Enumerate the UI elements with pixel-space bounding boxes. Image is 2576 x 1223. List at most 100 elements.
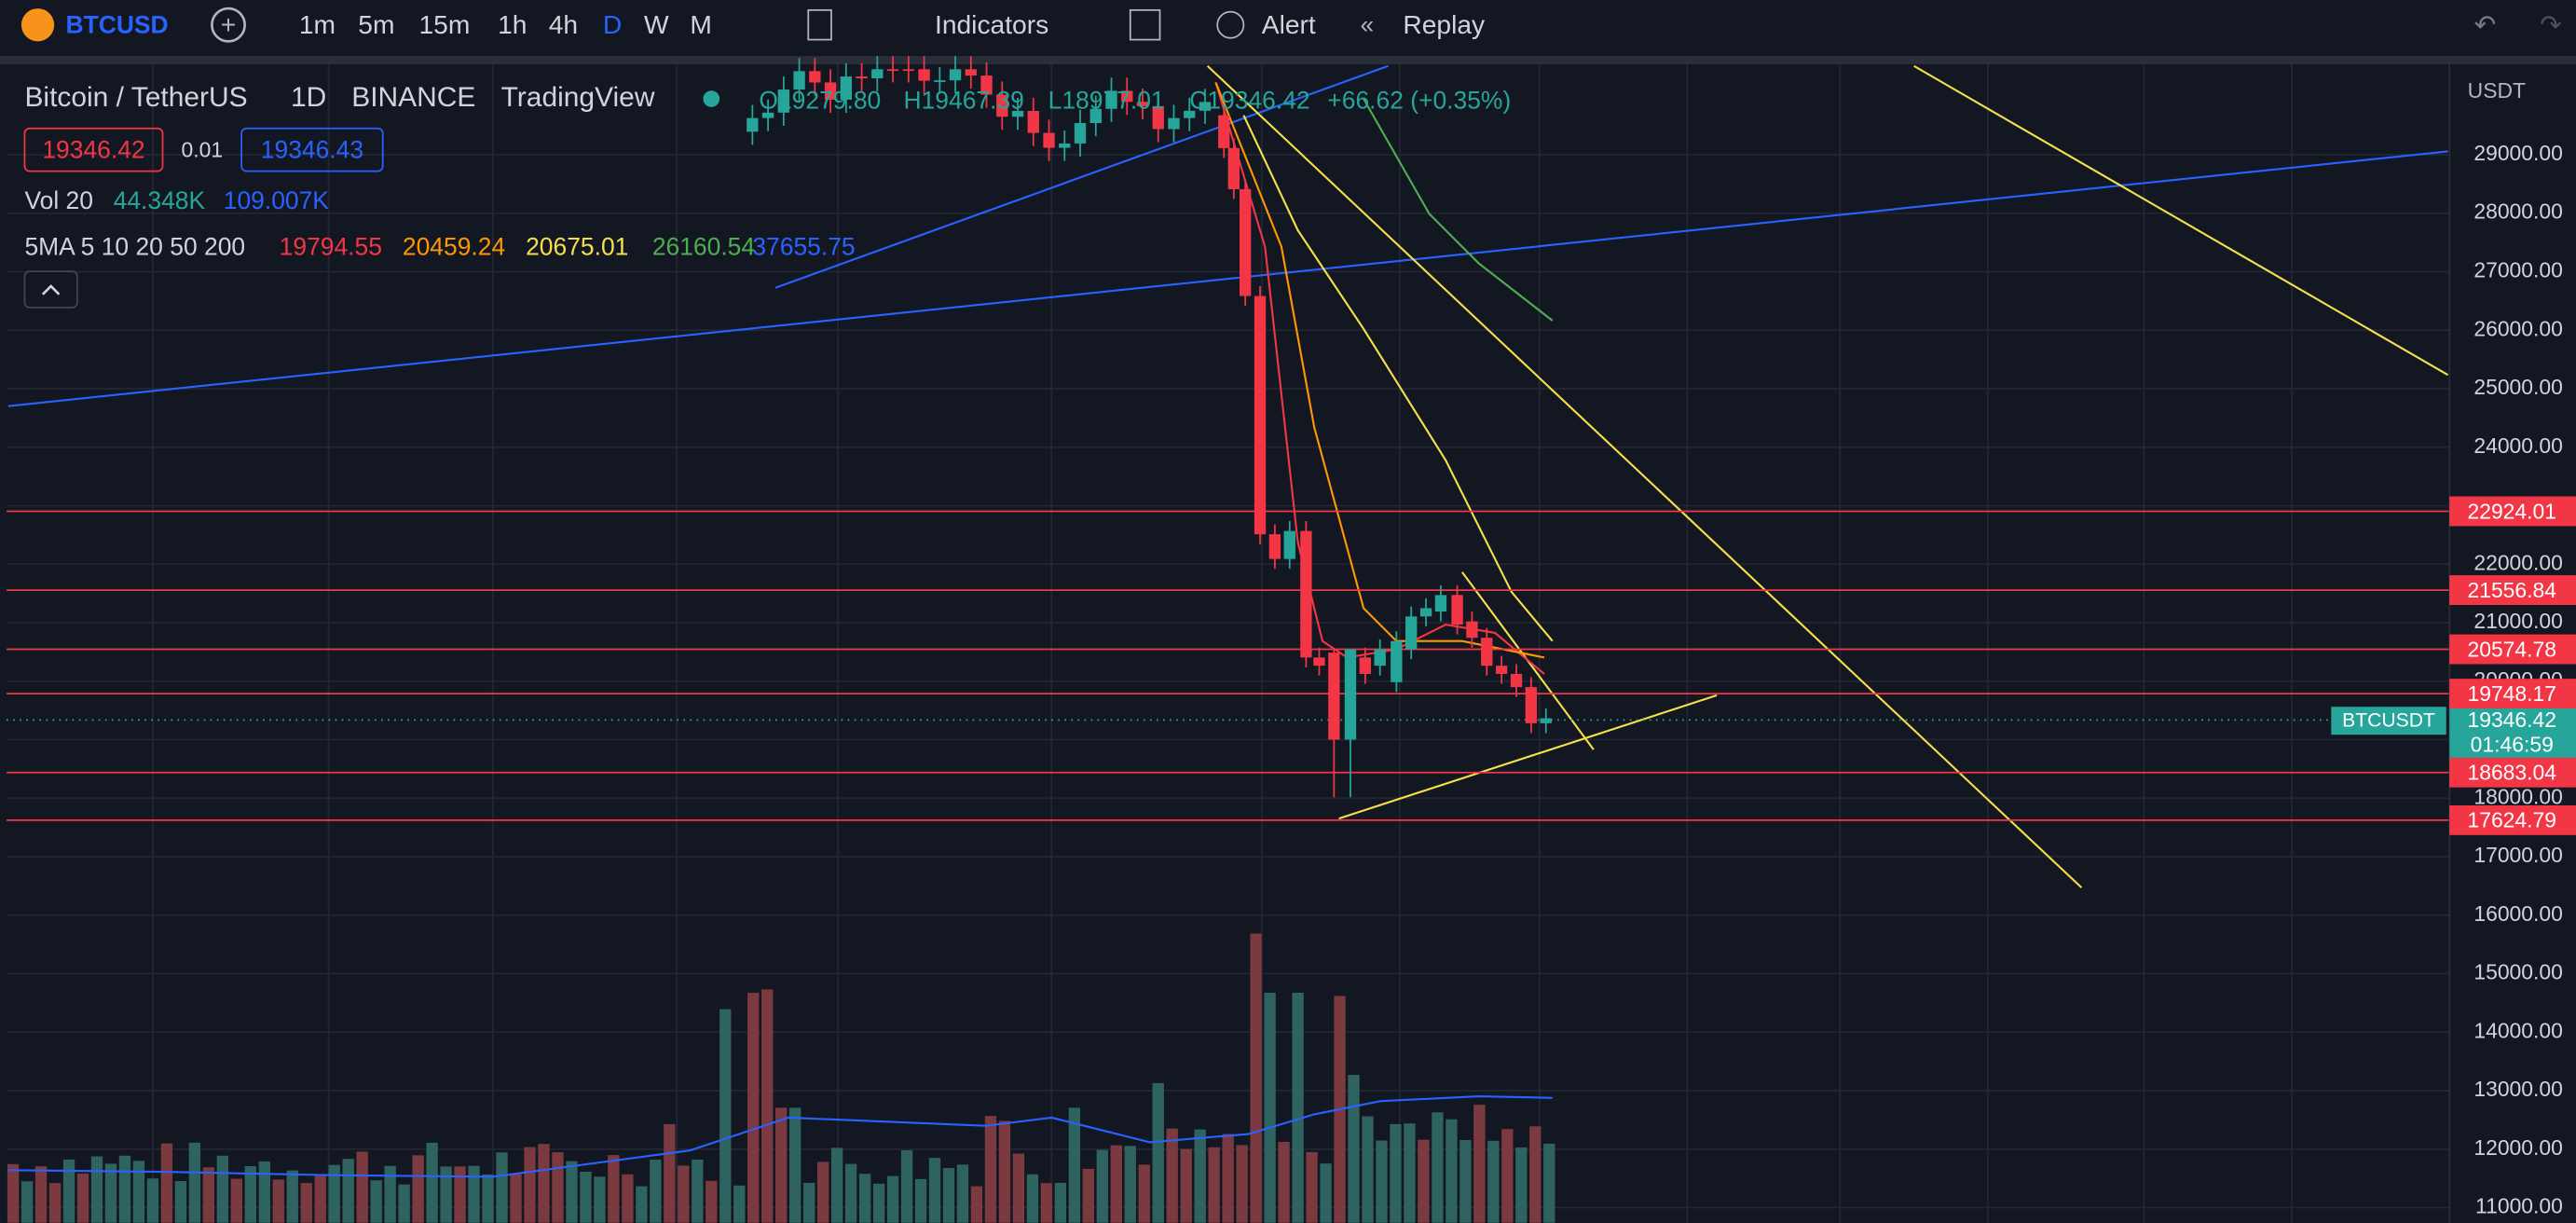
candle — [1405, 606, 1418, 660]
interval[interactable]: M — [690, 9, 711, 39]
volume-bar — [928, 1158, 941, 1223]
interval[interactable]: W — [644, 9, 669, 39]
interval[interactable]: 5m — [358, 9, 394, 39]
price-tick: 13000.00 — [2473, 1077, 2563, 1101]
candle-body — [1011, 110, 1024, 117]
volume-bar — [1208, 1147, 1220, 1223]
replay-icon: « — [1361, 10, 1375, 38]
trend-line — [1913, 64, 2449, 377]
candle — [1268, 524, 1281, 570]
candle-body — [1391, 640, 1403, 682]
candle — [856, 62, 868, 92]
volume-ma — [7, 1094, 1553, 1178]
candle-body — [1405, 616, 1418, 650]
ma-value: 19794.55 — [280, 232, 382, 260]
buy[interactable]: 19346.43 — [261, 135, 363, 163]
volume-bar — [816, 1161, 829, 1223]
symbol[interactable]: BTCUSD — [66, 10, 169, 38]
volume-bar — [1152, 1082, 1164, 1223]
volume-bar — [1348, 1075, 1360, 1223]
volume-bar — [314, 1175, 326, 1223]
symbol-icon — [21, 8, 55, 42]
candle-body — [1043, 132, 1055, 148]
interval[interactable]: 4h — [549, 9, 578, 39]
currency[interactable]: USDT — [2468, 78, 2526, 103]
volume-bar — [370, 1180, 382, 1223]
candle-body — [1168, 117, 1180, 130]
volume-bar — [538, 1144, 550, 1223]
price-tick: 24000.00 — [2473, 433, 2563, 458]
volume-bar — [496, 1152, 508, 1223]
redo[interactable]: ↷ — [2540, 9, 2562, 39]
sell[interactable]: 19346.42 — [42, 135, 144, 163]
volume-bar — [872, 1183, 885, 1223]
ohlc: +66.62 (+0.35%) — [1327, 87, 1511, 115]
candle — [1359, 647, 1372, 684]
undo[interactable]: ↶ — [2474, 9, 2497, 39]
vol-value: 44.348K — [114, 186, 206, 214]
volume-bar — [1166, 1128, 1178, 1223]
candle — [1136, 89, 1149, 119]
level-badge — [2449, 805, 2576, 835]
toolbar — [0, 0, 2576, 57]
price-tick: 16000.00 — [2473, 901, 2563, 926]
volume-bar — [104, 1163, 117, 1223]
volume-bar — [48, 1183, 62, 1223]
interval[interactable]: 15m — [419, 9, 471, 39]
candle-body — [1074, 123, 1087, 144]
volume-bar — [62, 1159, 75, 1223]
candle — [1218, 105, 1230, 158]
layouts[interactable] — [1129, 8, 1161, 41]
candle — [1199, 89, 1212, 124]
buy-box — [240, 127, 384, 172]
volume-bar — [1515, 1147, 1528, 1223]
candle — [1184, 97, 1196, 131]
volume-bar — [468, 1165, 480, 1223]
add-symbol[interactable] — [211, 7, 246, 43]
chart-type[interactable] — [807, 8, 832, 41]
price-tick: 12000.00 — [2473, 1135, 2563, 1160]
replay[interactable]: Replay — [1403, 9, 1486, 39]
collapse[interactable] — [23, 270, 78, 309]
interval: 1D — [291, 82, 326, 113]
indicators[interactable]: Indicators — [935, 9, 1048, 39]
price-tick: 14000.00 — [2473, 1018, 2563, 1042]
symbol-label: BTCUSDT — [2342, 710, 2435, 732]
interval[interactable]: D — [603, 9, 622, 39]
volume-bar — [328, 1164, 340, 1223]
candle — [1451, 584, 1463, 635]
trend-line — [1338, 694, 1718, 820]
volume-bar — [342, 1159, 354, 1223]
volume-bar — [1306, 1151, 1318, 1223]
title: Bitcoin / TetherUS — [24, 82, 247, 113]
price-tick: 28000.00 — [2473, 199, 2563, 224]
candle-body — [1136, 102, 1149, 106]
volume-bar — [1138, 1164, 1150, 1223]
volume-bar — [1404, 1123, 1416, 1223]
volume-bar — [174, 1181, 187, 1223]
volume-bar — [1487, 1140, 1500, 1223]
volume-bar — [1012, 1153, 1025, 1223]
interval[interactable]: 1m — [299, 9, 336, 39]
level-price: 17624.79 — [2467, 808, 2556, 832]
candle — [1344, 649, 1357, 798]
moving-average — [1242, 115, 1554, 642]
candle-body — [1510, 673, 1523, 688]
candle-body — [980, 76, 993, 95]
volume-bar — [984, 1116, 997, 1223]
candles — [747, 56, 1552, 798]
volume-bar — [802, 1182, 815, 1223]
candle — [902, 56, 914, 83]
candle-body — [1525, 687, 1538, 723]
ma-value: 20459.24 — [403, 232, 505, 260]
volume-bar — [552, 1152, 564, 1223]
alert[interactable]: Alert — [1262, 9, 1316, 39]
level-badge — [2449, 575, 2576, 605]
volume-bar — [970, 1186, 983, 1223]
candle — [1434, 584, 1447, 622]
interval[interactable]: 1h — [498, 9, 527, 39]
ohlc: L18977.01 — [1048, 87, 1165, 115]
volume-bar — [636, 1186, 648, 1223]
candle-body — [1419, 608, 1432, 617]
candle — [1481, 627, 1493, 676]
